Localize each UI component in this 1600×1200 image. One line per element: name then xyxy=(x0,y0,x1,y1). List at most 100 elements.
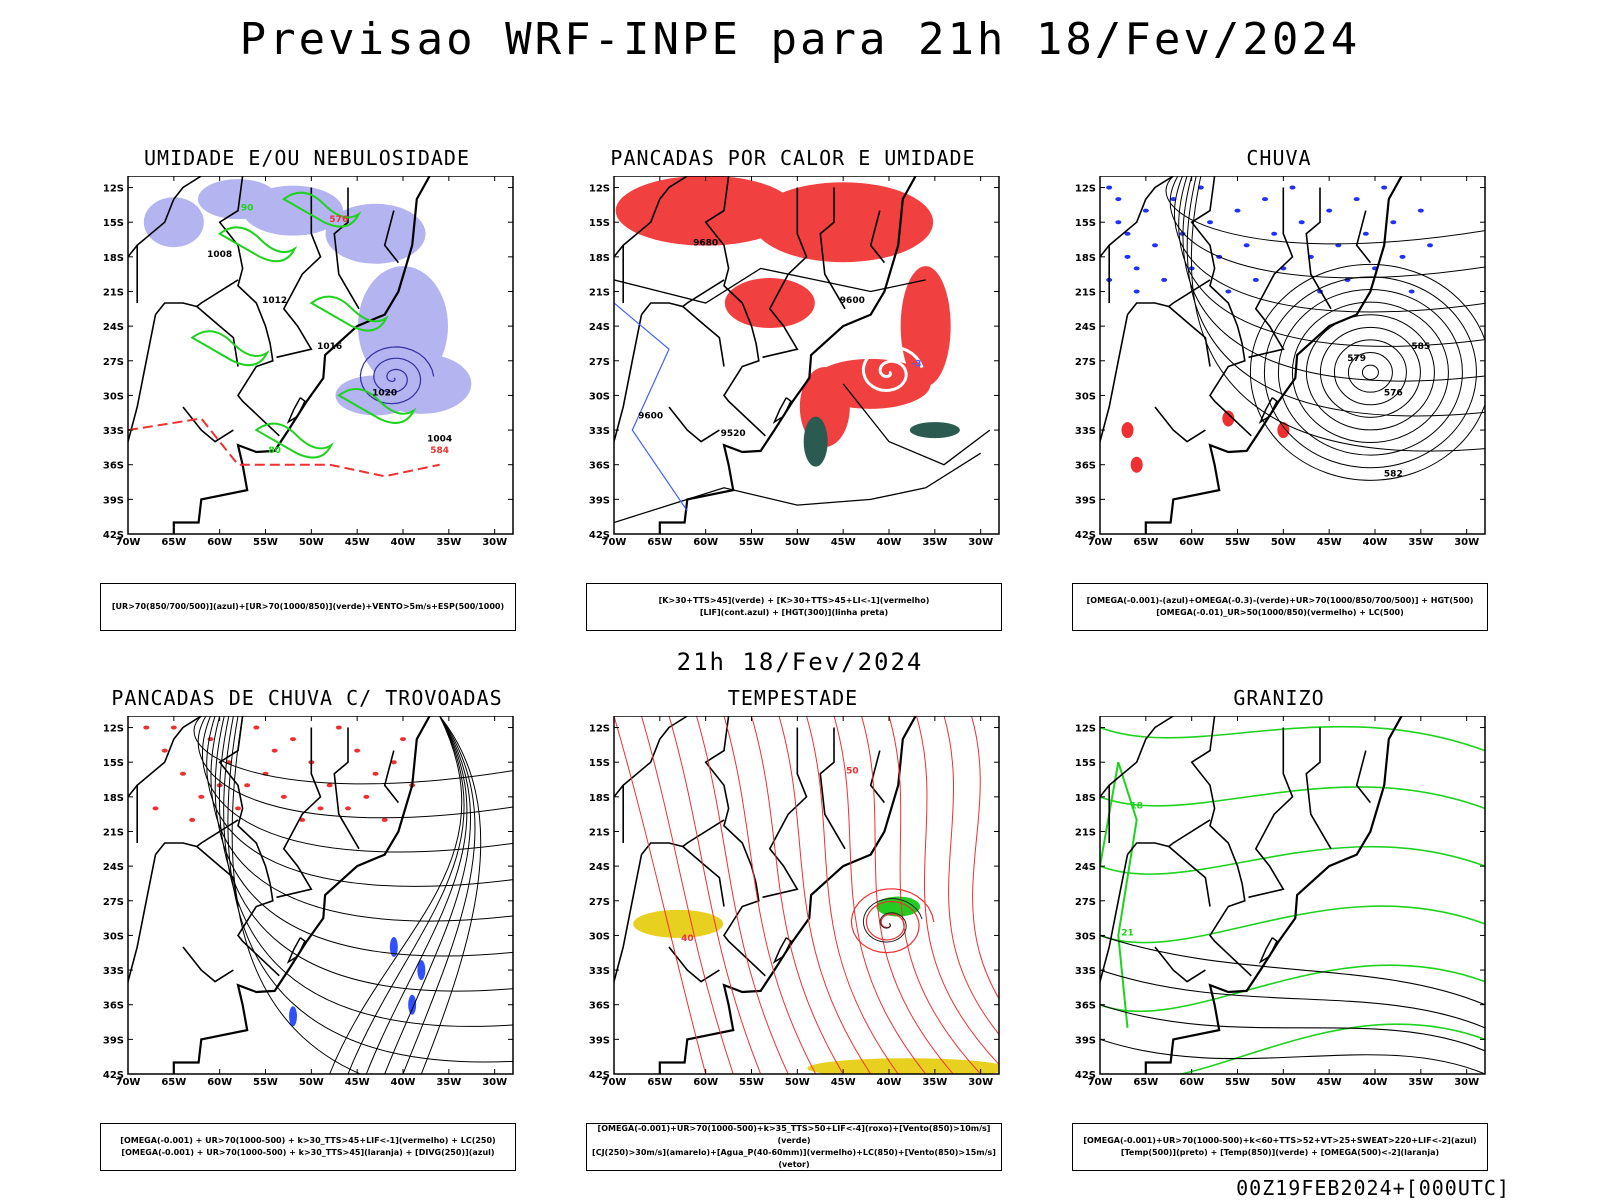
lat-tick-label: 24S xyxy=(589,322,610,333)
thunderstorm-area xyxy=(400,737,406,742)
rain-area xyxy=(1106,185,1113,190)
map-canvas: 579 585 582 576 12S 15S 18S 21S 24S 27S 30S 33S 36S 3… xyxy=(1075,176,1486,548)
lagoa-dos-patos xyxy=(772,937,792,964)
height-contour xyxy=(1186,176,1485,417)
lon-tick-label: 40W xyxy=(391,537,416,548)
lagoa-dos-patos xyxy=(1258,397,1278,424)
rain-area xyxy=(1124,254,1131,259)
temperature-500-contour xyxy=(1100,1038,1485,1074)
lat-tick-label: 12S xyxy=(589,184,610,195)
lat-tick-label: 24S xyxy=(103,862,124,873)
border-line xyxy=(614,854,643,986)
lon-tick-label: 65W xyxy=(1133,537,1158,548)
lat-tick-label: 12S xyxy=(1075,184,1096,195)
border-line xyxy=(1248,187,1294,359)
map-background xyxy=(1100,176,1485,534)
streamline xyxy=(971,716,999,1000)
border-line xyxy=(1168,305,1211,367)
map-layers: 1008 1012 1016 1020 1004 576 584 90 80 xyxy=(128,176,472,534)
lat-tick-label: 33S xyxy=(103,966,124,977)
lon-tick-label: 45W xyxy=(345,1077,370,1088)
streamline xyxy=(668,716,762,1074)
border-line xyxy=(1305,187,1332,310)
panel-title: GRANIZO xyxy=(1233,686,1325,710)
map-layers: 579 585 582 576 xyxy=(1100,176,1485,534)
lon-tick-label: 40W xyxy=(1363,537,1388,548)
border-line xyxy=(1355,210,1372,264)
map-layers xyxy=(128,716,513,1074)
lon-tick-label: 45W xyxy=(1317,537,1342,548)
lat-tick-label: 18S xyxy=(589,253,610,264)
lat-tick-label: 36S xyxy=(103,1001,124,1012)
lat-tick-label: 18S xyxy=(589,793,610,804)
border-line xyxy=(682,845,725,907)
map-chuva: 579 585 582 576 12S 15S 18S 21S 24S 27S 30S 33S 36S 3… xyxy=(1064,176,1494,556)
lat-tick-label: 12S xyxy=(589,724,610,735)
humidity-high-area xyxy=(325,203,426,264)
lon-tick-label: 30W xyxy=(482,1077,507,1088)
streamline xyxy=(696,716,789,1074)
rain-area xyxy=(1133,266,1140,271)
temperature-500-contour xyxy=(1100,1004,1485,1052)
lon-tick-label: 70W xyxy=(602,1077,627,1088)
humidity-high-area xyxy=(143,197,204,248)
streamline xyxy=(833,716,927,1074)
lat-tick-label: 27S xyxy=(1075,897,1096,908)
streamline xyxy=(943,716,999,1036)
streamline xyxy=(614,716,707,1074)
lon-tick-label: 35W xyxy=(436,1077,461,1088)
divergence-area xyxy=(408,994,417,1015)
map-border xyxy=(613,716,1000,1075)
thunderstorm-area xyxy=(253,725,260,730)
rain-area xyxy=(1115,197,1122,202)
legend-line: [CJ(250)>30m/s](amarelo)+[Agua_P(40-60mm… xyxy=(592,1148,996,1169)
lon-tick-label: 60W xyxy=(693,537,718,548)
rain-area xyxy=(1243,243,1250,248)
lat-tick-label: 18S xyxy=(103,253,124,264)
lat-tick-label: 15S xyxy=(589,218,610,229)
lat-tick-label: 12S xyxy=(103,184,124,195)
lat-tick-label: 42S xyxy=(103,1070,124,1081)
lat-tick-label: 36S xyxy=(589,461,610,472)
height-contour xyxy=(1178,176,1485,347)
lat-tick-label: 42S xyxy=(103,530,124,541)
cyclone-contour xyxy=(359,346,435,405)
lon-tick-label: 45W xyxy=(1317,1077,1342,1088)
thunderstorm-area xyxy=(280,794,287,799)
border-line xyxy=(333,727,360,850)
humidity-low-contour xyxy=(337,388,417,424)
streamline xyxy=(641,716,734,1074)
contour-label: 1008 xyxy=(207,250,232,260)
lat-tick-label: 24S xyxy=(1075,322,1096,333)
rain-area xyxy=(1408,289,1415,294)
contour-label: 80 xyxy=(268,446,281,456)
rain-area xyxy=(1271,231,1278,236)
lat-tick-label: 42S xyxy=(589,1070,610,1081)
lon-tick-label: 30W xyxy=(968,537,993,548)
lat-tick-label: 30S xyxy=(103,931,124,942)
lon-tick-label: 60W xyxy=(1179,1077,1204,1088)
lon-tick-label: 45W xyxy=(345,537,370,548)
height-contour xyxy=(1191,176,1485,452)
rain-area xyxy=(1124,231,1131,236)
lon-tick-label: 70W xyxy=(116,1077,141,1088)
map-tempestade: 50 40 12S 15S 18S 21S 24S 27S 30S 33S 36S 39S 42S 70W… xyxy=(578,716,1008,1096)
streamline xyxy=(751,716,844,1074)
rain-area xyxy=(1152,243,1158,248)
lat-tick-label: 21S xyxy=(1075,827,1096,838)
contour-label: 9600 xyxy=(638,412,663,422)
geopotential-contour xyxy=(1263,276,1477,469)
lat-tick-label: 42S xyxy=(1075,1070,1096,1081)
contour-label: 50 xyxy=(846,767,859,777)
legend-tempestade: [OMEGA(-0.001)+UR>70(1000-500)+k>35_TTS>… xyxy=(586,1123,1002,1171)
heavy-rain-area xyxy=(1222,410,1235,427)
rain-area xyxy=(1234,208,1241,213)
map-border xyxy=(127,176,514,535)
temperature-850-contour xyxy=(1100,905,1485,944)
streamline xyxy=(227,716,513,1063)
border-line xyxy=(1154,406,1206,443)
panel-umidade: UMIDADE E/OU NEBULOSIDADE 1008 1012 1016 10… xyxy=(92,146,522,631)
border-line xyxy=(869,210,886,264)
lon-tick-label: 35W xyxy=(1408,537,1433,548)
panel-chuva: CHUVA 579 585 582 576 12S 15S 18S 21S 24S 27S 30S 3… xyxy=(1064,146,1494,631)
